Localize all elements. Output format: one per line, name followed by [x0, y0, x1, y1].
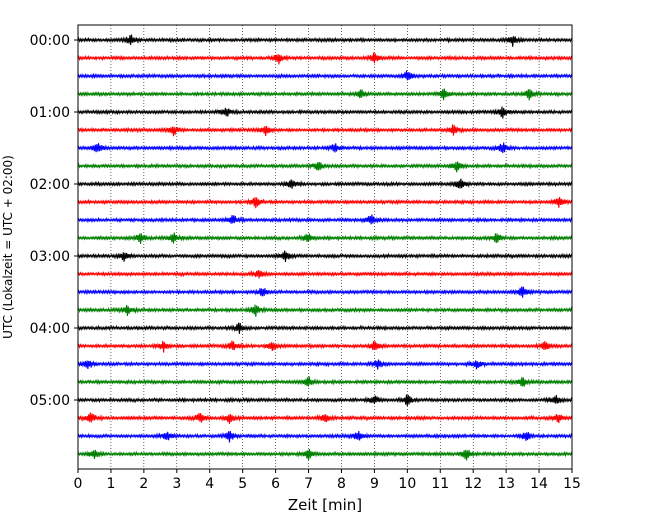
plot-frame: [77, 24, 573, 470]
x-tick-label-12: 12: [464, 476, 482, 492]
x-tick-label-10: 10: [398, 476, 416, 492]
x-tick-label-13: 13: [497, 476, 515, 492]
trace-0000: [77, 34, 573, 47]
x-tick-label-9: 9: [370, 476, 379, 492]
x-axis-ticks: 0 1 2 3 4 5 6 7 8 9 10 11 12 13 14 15: [74, 469, 581, 492]
trace-0100: [77, 106, 573, 119]
y-tick-label-2: 02:00: [30, 177, 70, 193]
trace-0130: [77, 142, 573, 154]
trace-0445: [77, 376, 573, 387]
trace-0400: [77, 322, 573, 334]
trace-0330: [77, 286, 573, 298]
trace-0245: [77, 232, 573, 244]
y-tick-label-0: 00:00: [30, 33, 70, 49]
trace-0500: [77, 394, 573, 406]
trace-0430: [77, 359, 573, 370]
x-tick-label-11: 11: [431, 476, 449, 492]
trace-0200: [77, 178, 573, 189]
x-tick-label-15: 15: [563, 476, 581, 492]
x-tick-label-4: 4: [205, 476, 214, 492]
trace-0315: [77, 269, 573, 279]
trace-0115: [77, 124, 573, 137]
y-tick-label-3: 03:00: [30, 249, 70, 265]
trace-0145: [77, 161, 573, 173]
y-tick-label-5: 05:00: [30, 393, 70, 409]
trace-0345: [77, 304, 573, 317]
trace-0230: [77, 214, 573, 225]
trace-0530: [77, 430, 573, 443]
y-tick-label-1: 01:00: [30, 105, 70, 121]
x-tick-label-5: 5: [238, 476, 247, 492]
trace-0415: [77, 340, 573, 353]
y-axis-title: UTC (Lokalzeit = UTC + 02:00): [1, 155, 15, 339]
trace-0045: [77, 88, 573, 101]
trace-0515: [77, 412, 573, 424]
y-axis-ticks: 00:00 01:00 02:00 03:00 04:00 05:00: [30, 33, 78, 409]
grid-lines: [110, 25, 540, 469]
trace-0300: [77, 250, 573, 262]
trace-0030: [77, 70, 573, 81]
trace-0215: [77, 197, 573, 209]
x-tick-label-6: 6: [271, 476, 280, 492]
trace-0015: [77, 52, 573, 65]
x-tick-label-2: 2: [139, 476, 148, 492]
x-tick-label-1: 1: [106, 476, 115, 492]
x-axis-title: Zeit [min]: [288, 496, 362, 514]
x-tick-label-3: 3: [172, 476, 181, 492]
x-tick-label-8: 8: [337, 476, 346, 492]
trace-0545: [77, 448, 573, 461]
y-tick-label-4: 04:00: [30, 321, 70, 337]
x-tick-label-0: 0: [74, 476, 83, 492]
seismogram-traces: [77, 34, 573, 461]
x-tick-label-7: 7: [304, 476, 313, 492]
x-tick-label-14: 14: [530, 476, 548, 492]
